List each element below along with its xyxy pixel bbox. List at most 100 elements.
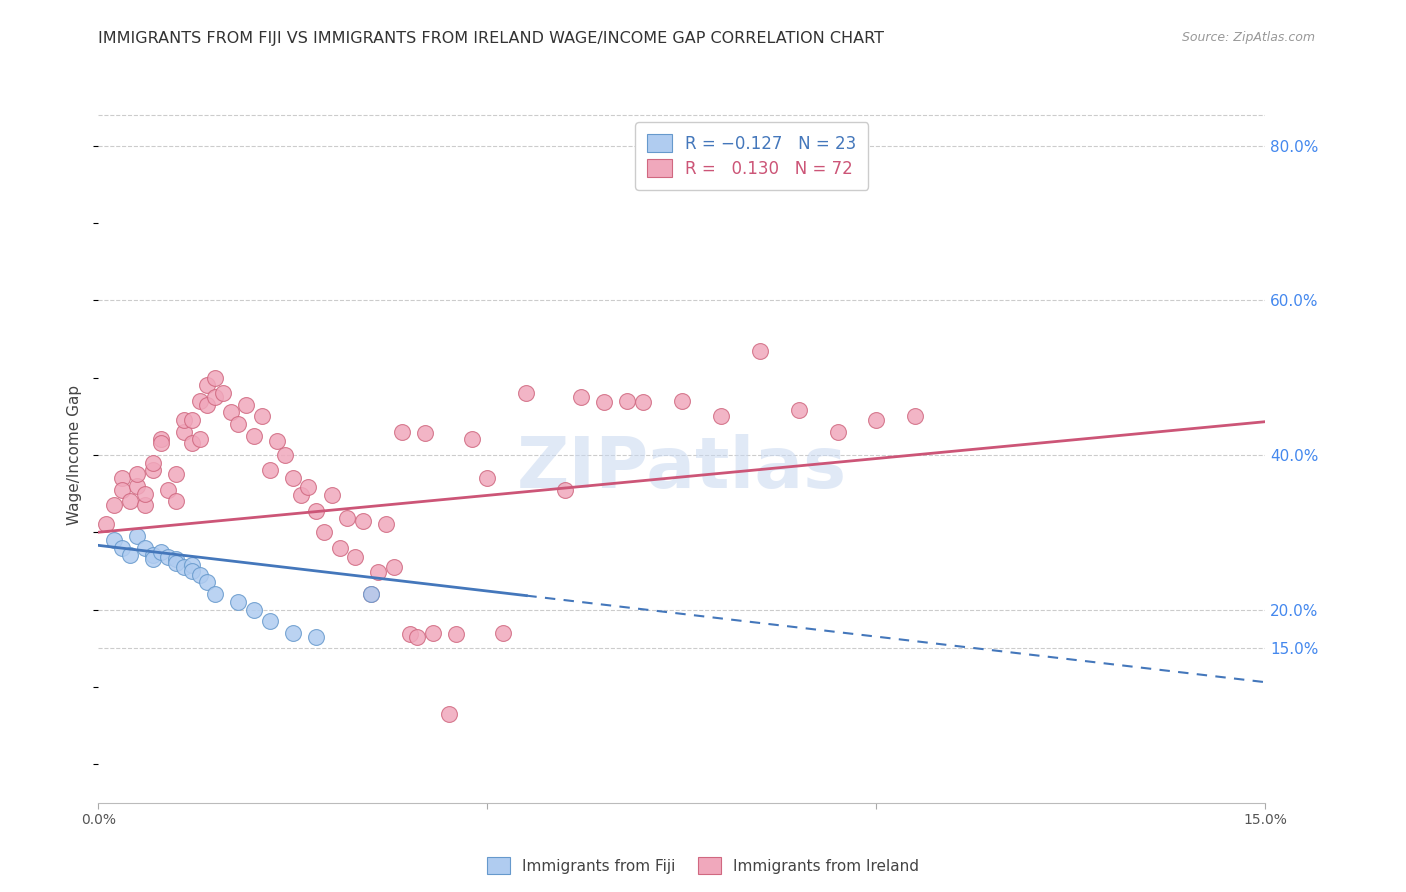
Point (195, 378, 218, 392)
Point (344, 549, 367, 564)
Point (149, 544, 172, 558)
Point (243, 428, 266, 442)
Point (360, 587, 382, 601)
Point (165, 556, 187, 570)
Point (413, 426, 436, 441)
Point (149, 433, 172, 447)
Point (398, 627, 420, 641)
Point (111, 483, 134, 497)
Point (360, 587, 382, 601)
Point (250, 409, 273, 424)
Point (281, 471, 304, 485)
Point (180, 558, 202, 572)
Point (228, 417, 250, 431)
Point (127, 467, 149, 482)
Point (157, 483, 180, 497)
Point (297, 480, 319, 494)
Y-axis label: Wage/Income Gap: Wage/Income Gap (67, 384, 83, 525)
Point (290, 488, 312, 502)
Point (382, 560, 405, 574)
Point (134, 486, 156, 500)
Point (259, 463, 281, 477)
Point (827, 425, 849, 439)
Point (631, 395, 654, 409)
Point (134, 541, 156, 555)
Point (142, 552, 165, 566)
Point (391, 425, 413, 439)
Point (188, 393, 211, 408)
Point (305, 503, 328, 517)
Point (219, 405, 242, 419)
Point (180, 413, 202, 427)
Point (127, 529, 149, 543)
Point (228, 595, 250, 609)
Point (437, 706, 460, 721)
Point (204, 390, 226, 404)
Point (406, 630, 429, 644)
Point (103, 498, 125, 512)
Text: ZIPatlas: ZIPatlas (517, 434, 846, 503)
Point (173, 425, 195, 439)
Point (375, 517, 398, 532)
Point (103, 533, 125, 547)
Point (149, 436, 172, 450)
Point (127, 479, 149, 493)
Point (329, 541, 352, 555)
Point (710, 409, 733, 424)
Point (157, 549, 180, 564)
Point (274, 448, 297, 462)
Point (243, 602, 266, 616)
Point (165, 467, 187, 482)
Point (96, 517, 118, 532)
Point (352, 514, 374, 528)
Point (266, 434, 288, 448)
Point (904, 409, 927, 424)
Point (616, 393, 638, 408)
Point (165, 552, 187, 566)
Point (671, 393, 693, 408)
Point (111, 471, 134, 485)
Point (312, 525, 335, 540)
Point (748, 343, 770, 358)
Text: IMMIGRANTS FROM FIJI VS IMMIGRANTS FROM IRELAND WAGE/INCOME GAP CORRELATION CHAR: IMMIGRANTS FROM FIJI VS IMMIGRANTS FROM … (98, 31, 884, 46)
Point (321, 488, 343, 502)
Point (212, 386, 235, 401)
Point (173, 560, 195, 574)
Point (515, 386, 537, 401)
Point (593, 395, 616, 409)
Point (180, 564, 202, 578)
Point (204, 587, 226, 601)
Point (787, 403, 810, 417)
Point (865, 413, 887, 427)
Point (477, 471, 499, 485)
Point (188, 433, 211, 447)
Point (569, 390, 592, 404)
Legend: Immigrants from Fiji, Immigrants from Ireland: Immigrants from Fiji, Immigrants from Ir… (481, 851, 925, 880)
Point (281, 625, 304, 640)
Point (305, 630, 328, 644)
Point (492, 625, 515, 640)
Point (336, 511, 359, 525)
Text: Source: ZipAtlas.com: Source: ZipAtlas.com (1181, 31, 1315, 45)
Point (446, 627, 468, 641)
Point (118, 549, 141, 563)
Point (142, 463, 165, 477)
Point (235, 398, 257, 412)
Legend: R = −0.127   N = 23, R =   0.130   N = 72: R = −0.127 N = 23, R = 0.130 N = 72 (636, 122, 869, 190)
Point (188, 567, 211, 582)
Point (195, 575, 218, 590)
Point (173, 413, 195, 427)
Point (422, 625, 444, 640)
Point (142, 456, 165, 470)
Point (142, 549, 165, 563)
Point (111, 541, 134, 555)
Point (554, 483, 576, 497)
Point (118, 494, 141, 508)
Point (180, 436, 202, 450)
Point (367, 566, 389, 580)
Point (461, 433, 484, 447)
Point (165, 494, 187, 508)
Point (134, 498, 156, 512)
Point (259, 614, 281, 628)
Point (204, 370, 226, 384)
